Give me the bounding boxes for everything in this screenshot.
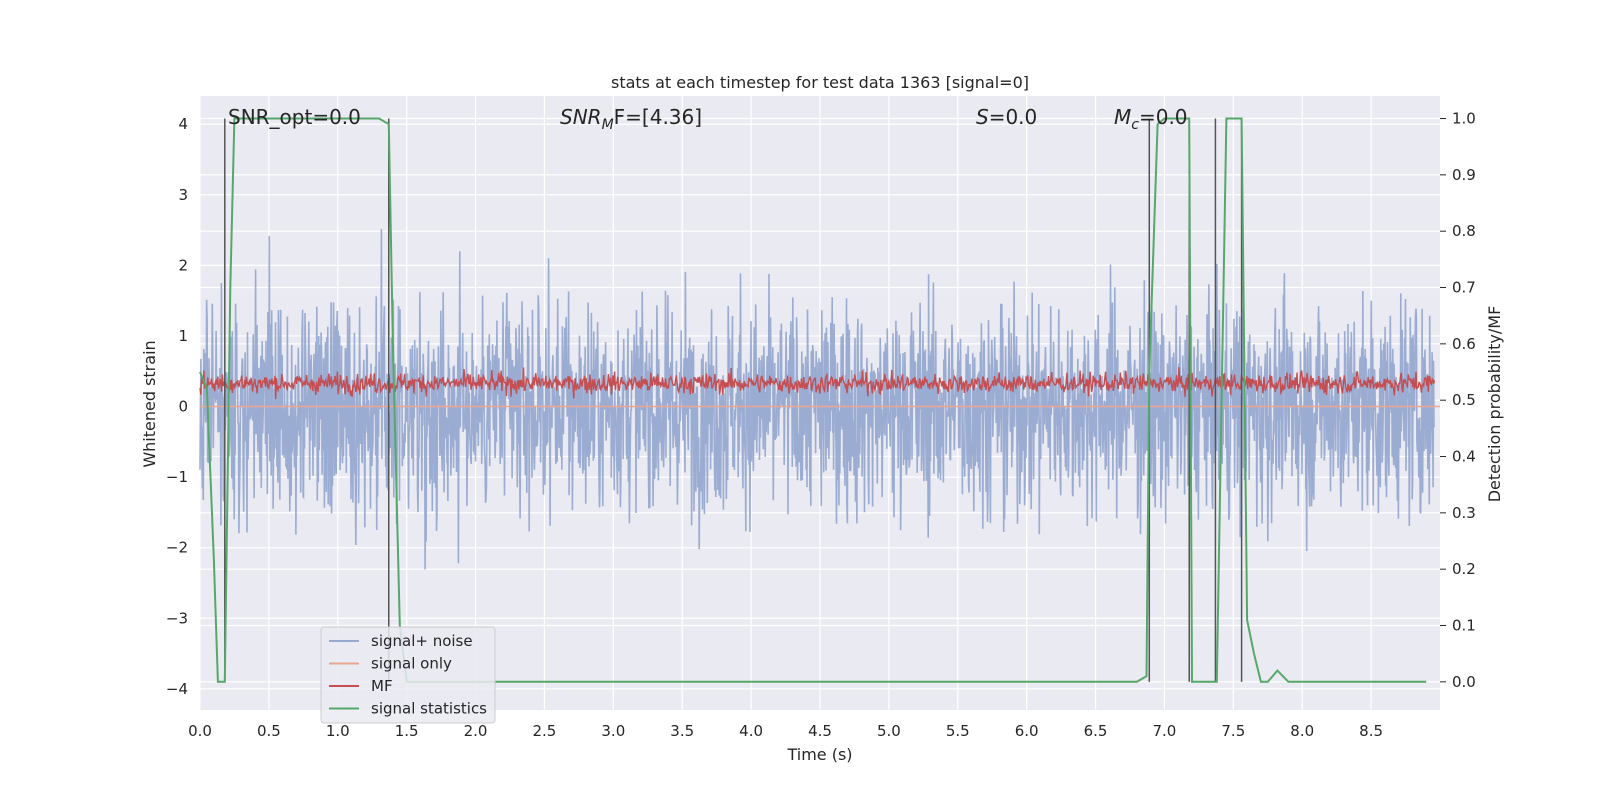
annotation-mc-rest: =0.0 — [1139, 105, 1188, 129]
x-axis-label: Time (s) — [786, 745, 852, 764]
x-tick-label: 4.0 — [739, 722, 763, 740]
y-tick-label-right: 0.8 — [1452, 222, 1476, 240]
x-tick-label: 1.0 — [326, 722, 350, 740]
x-tick-label: 0.0 — [188, 722, 212, 740]
x-tick-label: 6.0 — [1015, 722, 1039, 740]
x-tick-label: 3.5 — [670, 722, 694, 740]
annotation-snr-opt: SNR_opt=0.0 — [228, 105, 361, 129]
annotation-snr-mf-sub: M — [602, 117, 614, 133]
chart-title: stats at each timestep for test data 136… — [611, 73, 1029, 92]
legend-label: signal only — [371, 655, 452, 673]
legend-box — [320, 626, 496, 724]
axis-ticks: 0.0 0.5 1.0 1.5 2.0 2.5 3.0 3.5 4.0 4.5 5.0 5.5 6.0 6… — [166, 110, 1476, 740]
x-tick-label: 2.0 — [464, 722, 488, 740]
annotation-s-rest: =0.0 — [989, 105, 1038, 129]
annotation-snr-mf-var: SNR — [560, 105, 602, 129]
x-tick-label: 5.0 — [877, 722, 901, 740]
x-tick-label: 4.5 — [808, 722, 832, 740]
x-tick-label: 8.5 — [1359, 722, 1383, 740]
annotation-s: S=0.0 — [976, 105, 1037, 129]
y-tick-label-left: 2 — [178, 256, 188, 274]
y-tick-label-left: −1 — [166, 468, 188, 486]
x-tick-label: 6.5 — [1084, 722, 1108, 740]
annotation-mc-var: M — [1114, 105, 1131, 129]
legend-label: MF — [371, 677, 393, 695]
x-tick-label: 5.5 — [946, 722, 970, 740]
y-tick-label-right: 0.7 — [1452, 279, 1476, 297]
y-tick-label-left: 1 — [178, 327, 188, 345]
x-tick-label: 2.5 — [533, 722, 557, 740]
y-tick-label-right: 1.0 — [1452, 110, 1476, 128]
x-tick-label: 0.5 — [257, 722, 281, 740]
signal-statistics-series — [199, 117, 1427, 683]
y-tick-label-right: 0.5 — [1452, 391, 1476, 409]
mf-series — [199, 367, 1436, 400]
x-tick-label: 8.0 — [1290, 722, 1314, 740]
y-axis-label-left: Whitened strain — [140, 340, 159, 467]
y-tick-label-right: 0.6 — [1452, 335, 1476, 353]
y-tick-label-left: 3 — [178, 186, 188, 204]
y-tick-label-right: 0.2 — [1452, 560, 1476, 578]
y-tick-label-left: −2 — [166, 539, 188, 557]
x-tick-label: 3.0 — [601, 722, 625, 740]
annotation-snr-mf: SNRMF=[4.36] — [560, 105, 702, 133]
x-tick-label: 7.0 — [1153, 722, 1177, 740]
y-tick-label-left: −4 — [166, 680, 188, 698]
y-tick-label-left: 4 — [178, 115, 188, 133]
legend-label: signal statistics — [371, 700, 487, 718]
annotation-snr-mf-rest: F=[4.36] — [614, 105, 702, 129]
y-tick-label-left: −3 — [166, 609, 188, 627]
signal-noise-line — [199, 229, 1436, 570]
annotation-s-var: S — [976, 105, 989, 129]
annotation-mc-sub: c — [1131, 117, 1139, 133]
y-axis-label-right: Detection probability/MF — [1485, 306, 1504, 503]
x-tick-label: 1.5 — [395, 722, 419, 740]
y-tick-label-right: 0.3 — [1452, 504, 1476, 522]
legend-label: signal+ noise — [371, 632, 473, 650]
legend: signal+ noise signal only MF signal statist… — [320, 626, 496, 724]
y-tick-label-right: 0.1 — [1452, 617, 1476, 635]
annotation-mc: Mc=0.0 — [1114, 105, 1188, 133]
y-tick-label-right: 0.9 — [1452, 166, 1476, 184]
signal-noise-series — [199, 229, 1436, 570]
x-tick-label: 7.5 — [1221, 722, 1245, 740]
y-tick-label-right: 0.0 — [1452, 673, 1476, 691]
signal-statistics-line — [199, 117, 1427, 683]
y-tick-label-left: 0 — [178, 398, 188, 416]
y-tick-label-right: 0.4 — [1452, 448, 1476, 466]
mf-line — [199, 367, 1436, 400]
